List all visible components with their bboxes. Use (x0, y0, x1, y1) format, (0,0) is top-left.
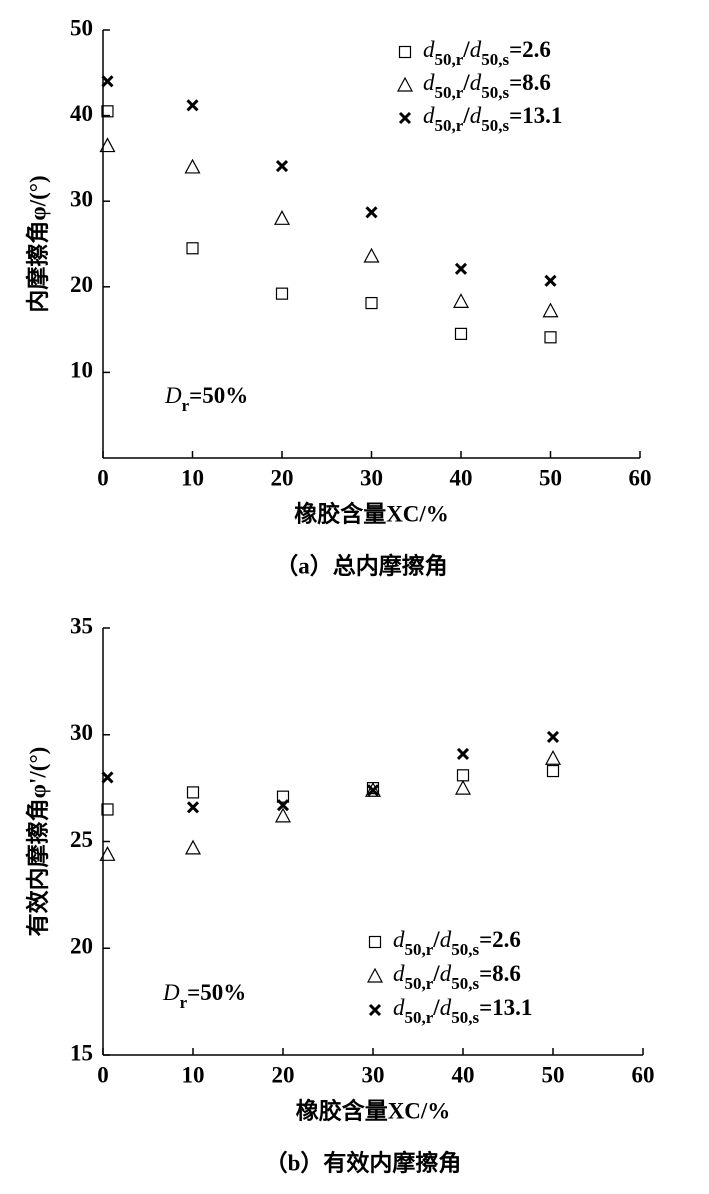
y-tick-label: 40 (70, 101, 93, 126)
legend-label: d50,r/d50,s=13.1 (423, 103, 562, 135)
legend-label: d50,r/d50,s=2.6 (393, 927, 521, 959)
marker-square (275, 287, 289, 300)
x-tick-label: 40 (450, 465, 473, 490)
marker-triangle (454, 779, 472, 795)
x-tick-label: 60 (629, 465, 652, 490)
annotation: Dr=50% (164, 383, 248, 415)
marker-triangle (274, 807, 292, 823)
x-tick-label: 10 (181, 465, 204, 490)
y-tick-label: 35 (70, 613, 93, 638)
marker-x (366, 784, 380, 797)
legend-marker (368, 935, 382, 949)
x-tick-label: 20 (272, 1062, 295, 1087)
x-tick-label: 0 (97, 465, 109, 490)
marker-square (544, 331, 557, 344)
marker-x (544, 274, 557, 287)
legend-marker (398, 45, 412, 59)
marker-triangle (184, 839, 202, 855)
legend-marker (366, 967, 384, 983)
marker-x (365, 206, 378, 219)
x-tick-label: 20 (271, 465, 294, 490)
x-tick-label: 30 (362, 1062, 385, 1087)
marker-square (546, 764, 560, 778)
y-tick-label: 30 (70, 186, 93, 211)
caption: （b）有效内摩擦角 (265, 1149, 462, 1175)
marker-square (186, 242, 199, 255)
marker-x (186, 99, 199, 112)
y-tick-label: 30 (70, 720, 93, 745)
legend-label: d50,r/d50,s=8.6 (393, 961, 521, 993)
x-tick-label: 30 (360, 465, 383, 490)
marker-x (101, 771, 114, 784)
y-axis-title: 有效内摩擦角φ'/(°) (24, 747, 50, 937)
legend-marker (368, 1003, 382, 1017)
marker-triangle (364, 781, 382, 797)
annotation: Dr=50% (162, 980, 246, 1012)
marker-square (454, 327, 468, 340)
marker-triangle (99, 137, 116, 153)
marker-x (456, 747, 470, 761)
marker-square (101, 803, 114, 816)
legend-label: d50,r/d50,s=8.6 (423, 70, 551, 102)
marker-square (186, 786, 200, 799)
y-tick-label: 50 (70, 15, 93, 40)
marker-square (456, 769, 470, 782)
marker-triangle (544, 749, 562, 765)
y-tick-label: 15 (70, 1040, 93, 1065)
marker-x (454, 262, 468, 275)
marker-triangle (273, 210, 291, 225)
marker-triangle (99, 846, 116, 861)
marker-triangle (363, 247, 380, 263)
x-tick-label: 10 (182, 1062, 205, 1087)
y-tick-label: 20 (70, 934, 93, 959)
marker-x (546, 730, 560, 743)
marker-triangle (452, 293, 470, 308)
x-tick-label: 0 (97, 1062, 109, 1087)
marker-x (186, 801, 200, 814)
marker-triangle (542, 302, 559, 318)
legend-label: d50,r/d50,s=13.1 (393, 995, 532, 1027)
marker-x (276, 799, 290, 812)
y-tick-label: 20 (70, 272, 93, 297)
y-axis-title: 内摩擦角φ/(°) (24, 175, 50, 312)
marker-x (275, 160, 289, 173)
x-axis-title: 橡胶含量XC/% (296, 1097, 451, 1123)
marker-square (276, 790, 290, 803)
marker-x (101, 75, 114, 88)
x-axis-title: 橡胶含量XC/% (294, 500, 449, 526)
marker-square (101, 105, 114, 118)
x-tick-label: 60 (632, 1062, 655, 1087)
legend-marker (398, 111, 412, 125)
caption: （a）总内摩擦角 (275, 552, 448, 578)
x-tick-label: 50 (539, 465, 562, 490)
marker-square (365, 296, 378, 310)
legend-marker (396, 76, 414, 92)
marker-triangle (184, 158, 201, 174)
y-tick-label: 10 (70, 358, 93, 383)
legend-label: d50,r/d50,s=2.6 (423, 37, 551, 69)
x-tick-label: 50 (542, 1062, 565, 1087)
x-tick-label: 40 (452, 1062, 475, 1087)
y-tick-label: 25 (70, 827, 93, 852)
